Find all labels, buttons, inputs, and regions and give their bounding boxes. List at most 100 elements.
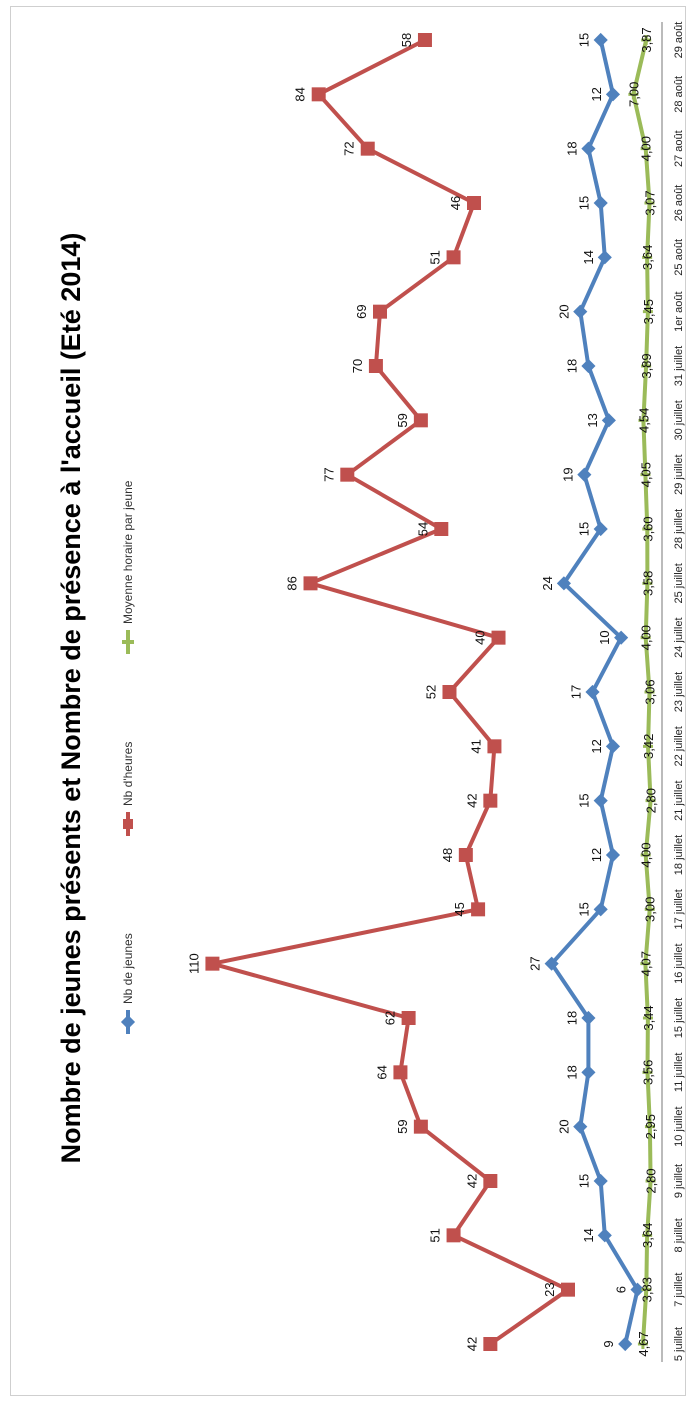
data-label-nb-de-jeunes-10: 15 [577,793,592,807]
data-label-moyenne-horaire-par-jeune-1: 3,83 [639,1277,654,1302]
point-nb-d-heures-23 [311,87,326,102]
data-label-nb-de-jeunes-13: 10 [597,630,612,644]
point-nb-d-heures-0 [483,1337,498,1351]
data-label-nb-d-heures-19: 69 [354,304,369,318]
data-label-moyenne-horaire-par-jeune-15: 3,60 [640,516,655,541]
data-label-nb-de-jeunes-19: 20 [556,304,571,318]
point-moyenne-horaire-par-jeune-15 [642,524,653,534]
data-label-nb-d-heures-4: 59 [395,1119,410,1133]
point-nb-de-jeunes-14 [556,576,571,591]
data-label-nb-de-jeunes-9: 12 [589,848,604,862]
x-tick-label-15: 28 juillet [673,509,685,549]
data-label-nb-d-heures-24: 58 [399,33,414,47]
point-moyenne-horaire-par-jeune-22 [640,143,651,154]
point-nb-de-jeunes-11 [605,739,621,754]
data-label-nb-de-jeunes-3: 15 [577,1174,592,1188]
data-label-moyenne-horaire-par-jeune-4: 2,95 [643,1114,658,1139]
point-nb-de-jeunes-21 [593,195,608,211]
point-moyenne-horaire-par-jeune-1 [641,1284,652,1295]
point-nb-d-heures-4 [413,1119,428,1134]
point-moyenne-horaire-par-jeune-9 [640,850,651,860]
point-nb-de-jeunes-0 [618,1336,633,1352]
point-nb-d-heures-14 [303,576,318,591]
point-nb-d-heures-7 [205,956,220,971]
data-label-nb-d-heures-14: 86 [285,576,300,590]
point-nb-de-jeunes-12 [585,684,600,700]
data-label-moyenne-horaire-par-jeune-17: 4,54 [636,408,651,433]
x-tick-label-7: 16 juillet [673,943,685,983]
data-label-nb-de-jeunes-14: 24 [540,576,555,590]
x-tick-label-21: 26 août [673,185,685,222]
data-label-nb-de-jeunes-20: 14 [581,250,596,264]
data-label-moyenne-horaire-par-jeune-8: 3,00 [643,897,658,922]
point-moyenne-horaire-par-jeune-14 [642,578,653,589]
data-label-nb-de-jeunes-23: 12 [589,87,604,101]
point-moyenne-horaire-par-jeune-16 [640,469,651,480]
x-tick-label-22: 27 août [673,130,685,167]
point-moyenne-horaire-par-jeune-18 [641,361,652,371]
data-label-moyenne-horaire-par-jeune-21: 3,07 [642,190,657,215]
data-label-nb-de-jeunes-2: 14 [581,1228,596,1242]
chart-frame [10,6,686,1396]
point-nb-d-heures-2 [446,1228,461,1243]
legend-item-moyenne: Moyenne horaire par jeune [121,480,135,654]
data-label-nb-d-heures-5: 64 [374,1065,389,1079]
point-moyenne-horaire-par-jeune-4 [644,1121,655,1132]
data-label-moyenne-horaire-par-jeune-10: 2,80 [644,788,659,813]
point-moyenne-horaire-par-jeune-12 [644,687,655,697]
data-label-moyenne-horaire-par-jeune-16: 4,05 [638,462,653,487]
point-nb-de-jeunes-3 [593,1173,608,1189]
point-nb-d-heures-16 [340,467,355,482]
point-nb-de-jeunes-16 [577,467,592,482]
point-nb-de-jeunes-17 [601,413,616,428]
point-moyenne-horaire-par-jeune-20 [642,252,653,263]
x-tick-label-19: 1er août [673,291,685,331]
point-moyenne-horaire-par-jeune-3 [645,1176,656,1186]
data-label-nb-d-heures-9: 48 [440,848,455,862]
legend-item-nb-heures: Nb d'heures [121,742,135,836]
data-label-nb-de-jeunes-4: 20 [556,1119,571,1133]
point-moyenne-horaire-par-jeune-2 [642,1230,653,1241]
data-label-nb-de-jeunes-15: 15 [577,522,592,536]
data-label-nb-d-heures-18: 70 [350,359,365,373]
legend: Nb de jeunes Nb d'heures Moyenne horaire… [120,480,136,1034]
point-nb-de-jeunes-13 [614,630,629,645]
data-label-nb-de-jeunes-12: 17 [569,685,584,699]
point-nb-de-jeunes-20 [597,250,612,265]
data-label-nb-de-jeunes-5: 18 [564,1065,579,1079]
data-label-nb-d-heures-7: 110 [186,953,201,974]
chart-title: Nombre de jeunes présents et Nombre de p… [56,233,86,1164]
data-label-moyenne-horaire-par-jeune-23: 7,00 [626,82,641,107]
data-label-nb-de-jeunes-0: 9 [601,1340,616,1347]
data-label-nb-de-jeunes-22: 18 [564,141,579,155]
x-tick-label-9: 18 juillet [673,835,685,875]
data-label-nb-de-jeunes-18: 18 [564,359,579,373]
point-nb-d-heures-9 [458,848,473,862]
data-label-nb-d-heures-11: 41 [468,739,483,753]
series-layer [205,32,656,1352]
point-nb-d-heures-10 [483,793,498,808]
data-label-nb-de-jeunes-24: 15 [577,33,592,47]
point-nb-de-jeunes-22 [581,141,596,156]
x-tick-label-12: 23 juillet [673,672,685,712]
data-label-nb-d-heures-0: 42 [464,1337,479,1351]
data-label-moyenne-horaire-par-jeune-24: 3,87 [639,27,654,52]
point-nb-d-heures-6 [401,1011,416,1025]
point-moyenne-horaire-par-jeune-8 [644,904,655,915]
data-label-nb-d-heures-15: 54 [415,522,430,536]
x-tick-label-5: 11 juillet [673,1053,685,1093]
data-label-nb-d-heures-17: 59 [395,413,410,427]
data-label-moyenne-horaire-par-jeune-5: 3,56 [640,1060,655,1085]
point-nb-d-heures-13 [491,630,506,645]
point-nb-d-heures-20 [446,250,461,265]
data-label-moyenne-horaire-par-jeune-13: 4,00 [639,625,654,650]
data-label-moyenne-horaire-par-jeune-22: 4,00 [639,136,654,161]
point-nb-de-jeunes-24 [593,32,608,48]
point-nb-d-heures-5 [393,1065,408,1080]
data-label-nb-de-jeunes-16: 19 [560,467,575,481]
data-label-nb-d-heures-22: 72 [342,141,357,155]
point-moyenne-horaire-par-jeune-6 [642,1013,653,1023]
x-tick-label-3: 9 juillet [673,1164,685,1198]
legend-label-moyenne: Moyenne horaire par jeune [121,480,135,624]
